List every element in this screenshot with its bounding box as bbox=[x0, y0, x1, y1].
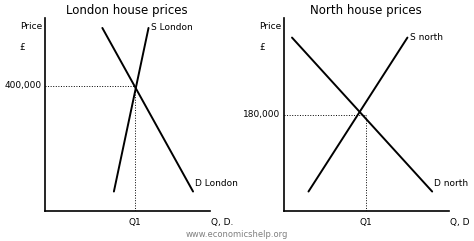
Text: D north: D north bbox=[434, 179, 468, 188]
Text: Q1: Q1 bbox=[360, 219, 373, 228]
Text: Q, D.: Q, D. bbox=[211, 219, 234, 228]
Text: £: £ bbox=[259, 43, 265, 52]
Text: 180,000: 180,000 bbox=[243, 110, 281, 119]
Text: £: £ bbox=[20, 43, 26, 52]
Text: S north: S north bbox=[410, 33, 443, 42]
Text: D London: D London bbox=[195, 179, 237, 188]
Text: Price: Price bbox=[20, 22, 42, 31]
Title: North house prices: North house prices bbox=[310, 4, 422, 17]
Text: Q1: Q1 bbox=[129, 219, 142, 228]
Text: www.economicshelp.org: www.economicshelp.org bbox=[186, 230, 288, 239]
Text: Q, D: Q, D bbox=[450, 219, 470, 228]
Text: S London: S London bbox=[151, 23, 193, 33]
Text: Price: Price bbox=[259, 22, 281, 31]
Title: London house prices: London house prices bbox=[66, 4, 188, 17]
Text: 400,000: 400,000 bbox=[4, 81, 41, 90]
